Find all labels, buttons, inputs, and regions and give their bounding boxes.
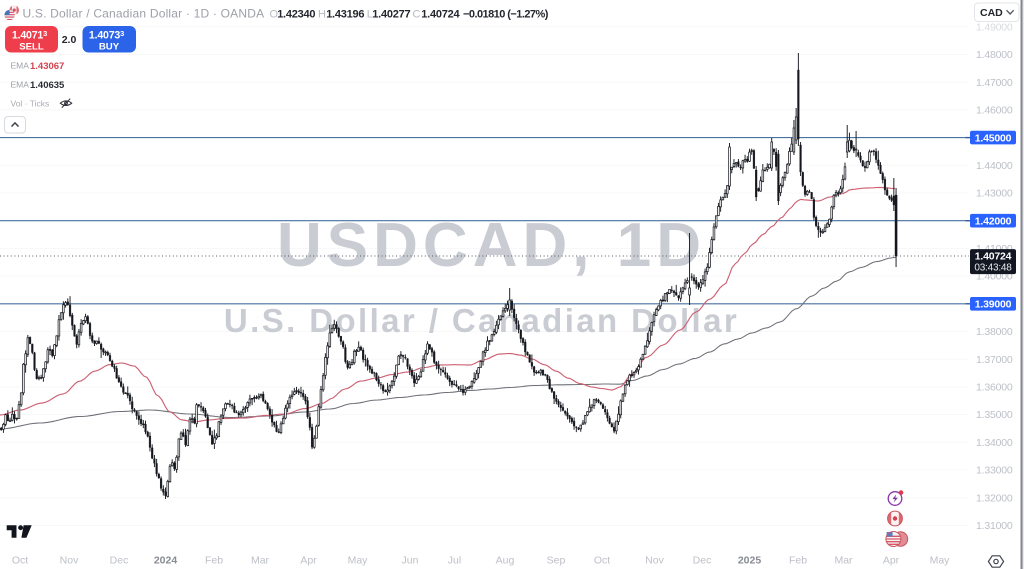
svg-text:BUY: BUY — [99, 41, 120, 52]
svg-text:CAD: CAD — [980, 7, 1003, 19]
svg-text:03:43:48: 03:43:48 — [974, 263, 1012, 274]
svg-text:Jun: Jun — [402, 555, 419, 567]
svg-text:1.38000: 1.38000 — [976, 326, 1013, 338]
svg-text:O: O — [270, 8, 279, 20]
svg-text:1.40733: 1.40733 — [89, 29, 124, 42]
svg-text:1.40724: 1.40724 — [421, 8, 460, 20]
svg-text:EMA: EMA — [11, 80, 30, 90]
svg-text:1.40713: 1.40713 — [12, 29, 47, 42]
svg-text:1.35000: 1.35000 — [976, 409, 1013, 421]
svg-text:H: H — [318, 8, 326, 20]
svg-text:1.34000: 1.34000 — [976, 437, 1013, 449]
svg-text:1.47000: 1.47000 — [976, 77, 1013, 89]
svg-text:1.43000: 1.43000 — [976, 188, 1013, 200]
svg-text:SELL: SELL — [19, 41, 44, 52]
svg-text:1.42340: 1.42340 — [277, 8, 315, 20]
svg-text:Nov: Nov — [60, 555, 79, 567]
svg-text:1.37000: 1.37000 — [976, 354, 1013, 366]
svg-text:1.42000: 1.42000 — [975, 215, 1012, 227]
svg-text:Nov: Nov — [645, 555, 664, 567]
svg-text:Vol · Ticks: Vol · Ticks — [11, 99, 50, 109]
svg-text:1.44000: 1.44000 — [976, 160, 1013, 172]
svg-text:1.31000: 1.31000 — [976, 520, 1013, 532]
svg-text:Aug: Aug — [496, 555, 515, 567]
svg-text:Feb: Feb — [789, 555, 807, 567]
svg-text:Apr: Apr — [883, 555, 900, 567]
svg-text:1.48000: 1.48000 — [976, 49, 1013, 61]
svg-text:1.43067: 1.43067 — [30, 61, 64, 72]
svg-text:USDCAD, 1D: USDCAD, 1D — [277, 211, 706, 280]
svg-text:1.40724: 1.40724 — [975, 251, 1012, 263]
svg-text:Sep: Sep — [547, 555, 566, 567]
svg-text:May: May — [930, 555, 951, 567]
svg-text:Jul: Jul — [448, 555, 461, 567]
svg-text:Apr: Apr — [300, 555, 317, 567]
svg-text:1.43196: 1.43196 — [326, 8, 364, 20]
svg-text:C: C — [413, 8, 421, 20]
svg-text:Dec: Dec — [110, 555, 129, 567]
svg-text:1.33000: 1.33000 — [976, 465, 1013, 477]
svg-text:1.49000: 1.49000 — [976, 21, 1013, 33]
svg-text:EMA: EMA — [11, 61, 30, 71]
svg-text:1.40277: 1.40277 — [372, 8, 410, 20]
svg-text:2024: 2024 — [154, 555, 178, 567]
svg-text:1.40635: 1.40635 — [30, 80, 65, 91]
svg-text:U.S. Dollar / Canadian Dollar: U.S. Dollar / Canadian Dollar — [224, 302, 739, 339]
svg-text:1.45000: 1.45000 — [975, 132, 1012, 144]
svg-text:Feb: Feb — [205, 555, 223, 567]
svg-text:2025: 2025 — [738, 555, 762, 567]
svg-text:−0.01810 (−1.27%): −0.01810 (−1.27%) — [463, 8, 549, 20]
svg-text:Mar: Mar — [251, 555, 270, 567]
svg-text:May: May — [348, 555, 369, 567]
svg-text:1.39000: 1.39000 — [975, 299, 1012, 311]
svg-text:Mar: Mar — [834, 555, 853, 567]
svg-text:2.0: 2.0 — [62, 34, 77, 46]
svg-text:U.S. Dollar / Canadian Dollar: U.S. Dollar / Canadian Dollar · 1D · OAN… — [23, 7, 265, 21]
svg-text:1.32000: 1.32000 — [976, 492, 1013, 504]
svg-text:1.46000: 1.46000 — [976, 105, 1013, 117]
svg-text:1.36000: 1.36000 — [976, 382, 1013, 394]
svg-text:Oct: Oct — [594, 555, 610, 567]
svg-text:L: L — [367, 8, 373, 20]
svg-text:Dec: Dec — [693, 555, 712, 567]
svg-text:Oct: Oct — [12, 555, 28, 567]
